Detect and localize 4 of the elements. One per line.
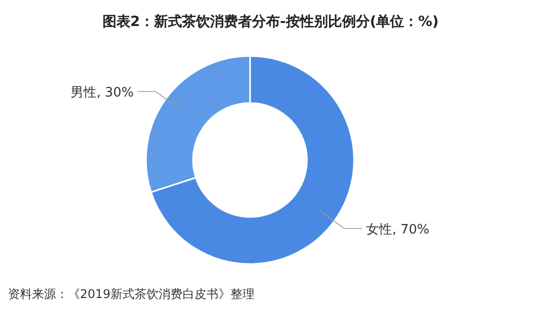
text: 资料来源：《2019新式茶饮消费白皮书》整理 bbox=[8, 287, 255, 301]
chart-title: 图表2：新式茶饮消费者分布-按性别比例分(单位：%) bbox=[102, 13, 439, 30]
slice-label: 男性, 30% bbox=[70, 86, 134, 101]
slice-label: 女性, 70% bbox=[366, 222, 430, 238]
